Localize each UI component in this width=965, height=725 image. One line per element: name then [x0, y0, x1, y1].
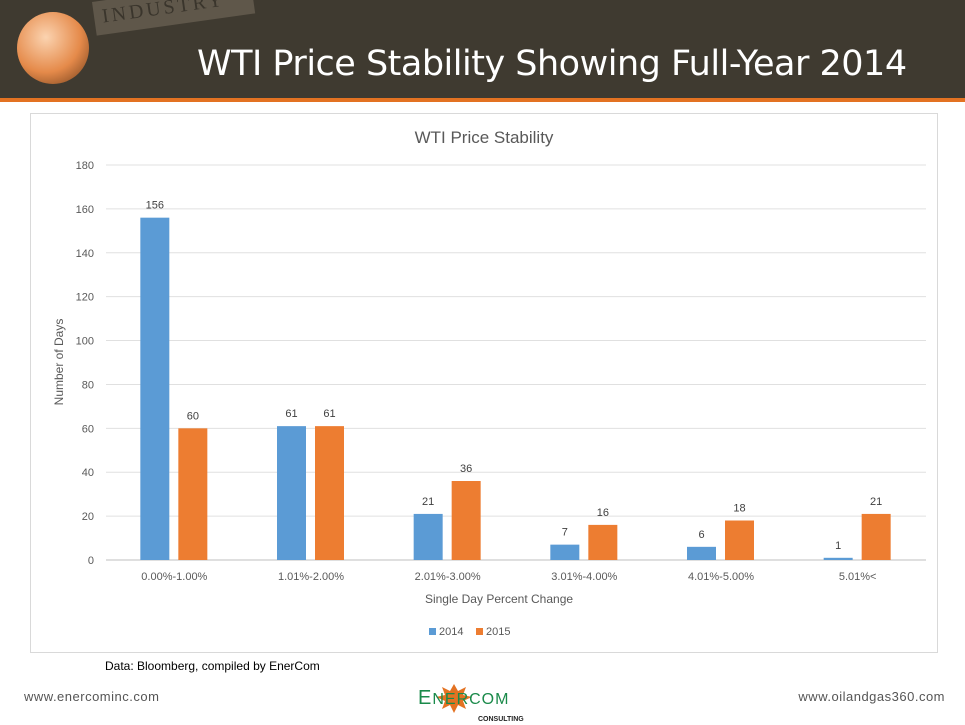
data-label: 61 — [323, 408, 335, 420]
data-label: 1 — [835, 540, 841, 552]
data-label: 6 — [698, 529, 704, 541]
slide-title: WTI Price Stability Showing Full-Year 20… — [197, 44, 907, 84]
enercom-sphere-logo — [17, 12, 89, 84]
x-tick-label: 4.01%-5.00% — [688, 571, 754, 583]
x-tick-label: 0.00%-1.00% — [141, 571, 207, 583]
y-tick-label: 20 — [82, 511, 94, 523]
data-label: 21 — [422, 496, 434, 508]
data-label: 156 — [146, 200, 164, 212]
enercom-logo: ENERCOM CONSULTING — [418, 684, 524, 723]
bar-2015 — [861, 513, 891, 560]
y-tick-label: 0 — [88, 555, 94, 567]
banner-text: INDUSTRY — [100, 0, 227, 28]
svg-text:CONSULTING: CONSULTING — [478, 716, 524, 723]
banner-decoration: INDUSTRY — [92, 0, 256, 36]
legend-label: 2014 — [439, 626, 463, 638]
footer-left-url[interactable]: www.enercominc.com — [24, 689, 160, 704]
data-label: 7 — [562, 527, 568, 539]
accent-divider — [0, 98, 965, 102]
y-tick-label: 140 — [76, 248, 94, 260]
y-tick-label: 80 — [82, 379, 94, 391]
legend-swatch-2014 — [429, 628, 436, 635]
y-tick-label: 60 — [82, 423, 94, 435]
bar-2014 — [140, 217, 170, 560]
bar-2015 — [315, 426, 344, 560]
source-note: Data: Bloomberg, compiled by EnerCom — [105, 659, 320, 673]
y-axis-label: Number of Days — [52, 319, 66, 406]
x-tick-label: 5.01%< — [839, 571, 877, 583]
y-tick-label: 180 — [76, 160, 94, 172]
footer-right-url[interactable]: www.oilandgas360.com — [798, 689, 945, 704]
legend-label: 2015 — [486, 626, 510, 638]
chart-title: WTI Price Stability — [415, 128, 554, 147]
x-tick-label: 1.01%-2.00% — [278, 571, 344, 583]
bar-2014 — [413, 513, 443, 560]
y-tick-label: 40 — [82, 467, 94, 479]
x-tick-label: 2.01%-3.00% — [415, 571, 481, 583]
chart-container: WTI Price Stability 0 20 40 60 80 100 120 140 160… — [30, 113, 938, 653]
bar-2015 — [725, 520, 754, 560]
data-label: 18 — [733, 503, 745, 515]
bar-2015 — [178, 428, 208, 560]
data-label: 61 — [285, 408, 297, 420]
y-tick-label: 100 — [76, 336, 94, 348]
bar-chart: WTI Price Stability020406080100120140160… — [52, 128, 926, 638]
bar-2014 — [823, 557, 853, 560]
data-label: 16 — [597, 507, 609, 519]
bar-2015 — [588, 524, 618, 560]
data-label: 60 — [187, 410, 199, 422]
header-banner: INDUSTRY WTI Price Stability Showing Ful… — [0, 0, 965, 98]
bar-2014 — [550, 544, 580, 560]
svg-text:ENERCOM: ENERCOM — [418, 687, 509, 709]
legend-swatch-2015 — [476, 628, 483, 635]
data-label: 21 — [870, 496, 882, 508]
bar-2014 — [687, 546, 716, 560]
x-tick-label: 3.01%-4.00% — [551, 571, 617, 583]
bar-2014 — [277, 426, 306, 560]
y-tick-label: 120 — [76, 292, 94, 304]
y-tick-label: 160 — [76, 204, 94, 216]
x-axis-label: Single Day Percent Change — [425, 592, 573, 606]
bar-2015 — [451, 481, 481, 560]
data-label: 36 — [460, 463, 472, 475]
